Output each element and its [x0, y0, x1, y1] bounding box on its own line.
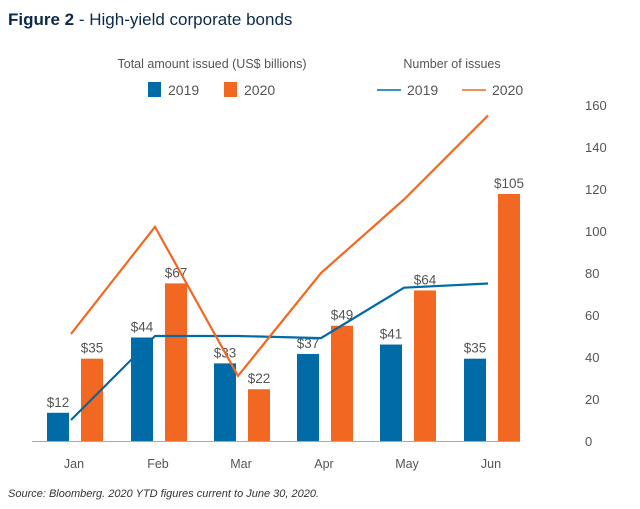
bar-2020-Mar	[248, 389, 270, 441]
data-label-2020-May: $64	[414, 272, 437, 287]
x-tick-Jun: Jun	[481, 457, 501, 471]
line-legend-title: Number of issues	[403, 57, 500, 71]
bar-2019-May	[380, 344, 402, 441]
x-tick-Mar: Mar	[230, 457, 252, 471]
bar-2020-Feb	[165, 283, 187, 441]
right-axis-tick: 0	[585, 434, 592, 449]
legend-swatch-2019	[148, 82, 161, 97]
chart-title: Figure 2 - High-yield corporate bonds	[8, 10, 292, 30]
legend-label-line-2019: 2019	[407, 82, 438, 98]
line-series-2020	[70, 114, 489, 378]
bar-2019-Jun	[464, 358, 486, 441]
right-axis-tick: 120	[585, 182, 607, 197]
data-label-2019-Jun: $35	[464, 341, 487, 356]
bar-2020-Jun	[498, 194, 520, 441]
bar-legend-title: Total amount issued (US$ billions)	[118, 57, 307, 71]
right-axis-tick: 60	[585, 308, 599, 323]
right-axis-tick: 100	[585, 224, 607, 239]
line-series-2019	[70, 282, 489, 421]
bar-2020-May	[414, 290, 436, 441]
legend-label-bar-2020: 2020	[244, 82, 275, 98]
data-label-2020-Apr: $49	[331, 308, 354, 323]
bar-2019-Apr	[297, 353, 319, 441]
bar-2020-Apr	[331, 325, 353, 441]
bar-2019-Feb	[131, 337, 153, 441]
x-tick-Apr: Apr	[314, 457, 333, 471]
figure-number: Figure 2	[8, 10, 75, 29]
bar-2019-Mar	[214, 363, 236, 441]
right-axis-tick: 40	[585, 350, 599, 365]
right-axis-tick: 140	[585, 140, 607, 155]
data-label-2019-Jan: $12	[47, 395, 70, 410]
right-axis-tick: 20	[585, 392, 599, 407]
data-label-2020-Mar: $22	[248, 371, 271, 386]
right-axis-tick: 160	[585, 98, 607, 113]
data-label-2020-Jun: $105	[494, 176, 524, 191]
bar-2019-Jan	[47, 412, 69, 441]
legend-label-line-2020: 2020	[492, 82, 523, 98]
x-tick-Feb: Feb	[147, 457, 169, 471]
data-label-2020-Jan: $35	[81, 341, 104, 356]
data-label-2019-Apr: $37	[297, 336, 320, 351]
data-label-2019-May: $41	[380, 327, 403, 342]
source-note: Source: Bloomberg. 2020 YTD figures curr…	[8, 488, 320, 500]
legend-swatch-2020	[224, 82, 237, 97]
legend-label-bar-2019: 2019	[168, 82, 199, 98]
title-text: - High-yield corporate bonds	[74, 10, 293, 29]
data-label-2019-Feb: $44	[131, 319, 154, 334]
x-tick-Jan: Jan	[64, 457, 84, 471]
x-tick-May: May	[395, 457, 419, 471]
right-axis-tick: 80	[585, 266, 599, 281]
